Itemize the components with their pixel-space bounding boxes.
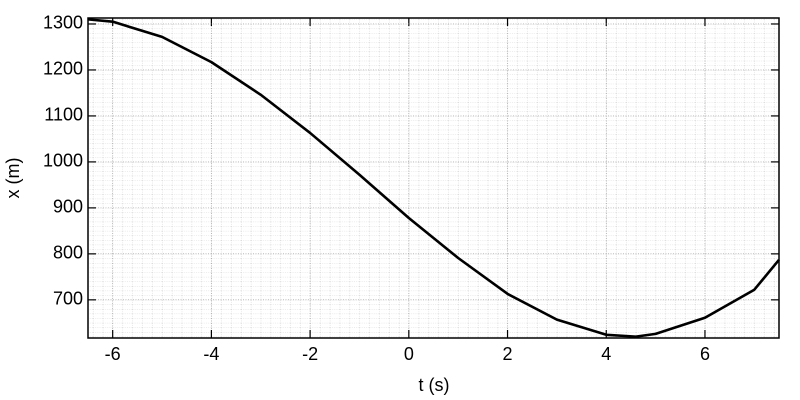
x-tick-label: 6 — [700, 344, 710, 364]
x-axis-label: t (s) — [419, 375, 450, 395]
x-tick-label: 0 — [404, 344, 414, 364]
y-tick-label: 1100 — [44, 105, 83, 125]
y-tick-label: 1200 — [43, 59, 83, 79]
y-tick-label: 900 — [53, 197, 83, 217]
x-tick-label: -6 — [105, 344, 121, 364]
y-tick-label: 1300 — [43, 13, 83, 33]
x-tick-label: -2 — [302, 344, 318, 364]
plot-frame — [87, 17, 780, 339]
y-tick-label: 1000 — [43, 151, 83, 171]
x-tick-label: 2 — [503, 344, 513, 364]
y-tick-label: 700 — [53, 289, 83, 309]
y-tick-label: 800 — [53, 243, 83, 263]
x-tick-label: -4 — [203, 344, 219, 364]
minor-grid — [88, 18, 779, 338]
y-axis-label: x (m) — [3, 158, 23, 199]
x-tick-label: 4 — [601, 344, 611, 364]
data-line — [87, 18, 781, 338]
